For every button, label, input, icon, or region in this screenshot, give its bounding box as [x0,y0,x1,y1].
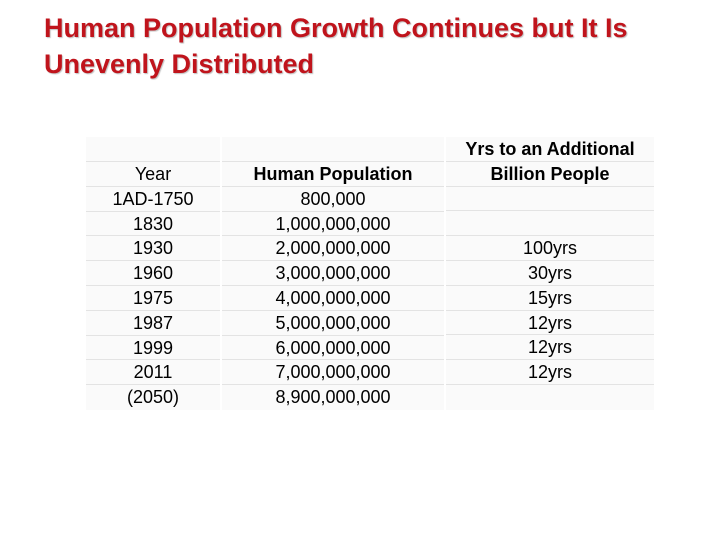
year-cell: 1AD-1750 [86,187,220,212]
year-cell: 1987 [86,311,220,336]
billion-years-cell: 12yrs [446,360,654,385]
population-cell: 800,000 [222,187,444,212]
billion-years-cell: 30yrs [446,261,654,286]
population-cell: 7,000,000,000 [222,360,444,386]
slide-title-line-1: Human Population Growth Continues but It… [44,13,628,43]
year-cell: 1930 [86,236,220,262]
population-cell: 1,000,000,000 [222,212,444,237]
population-cell: 2,000,000,000 [222,236,444,262]
billion-years-column: Yrs to an Additional Billion People 100y… [446,137,654,410]
population-column: Human Population 800,000 1,000,000,000 2… [222,137,444,410]
year-cell: 2011 [86,360,220,386]
billion-years-cell: 12yrs [446,311,654,336]
population-cell: 5,000,000,000 [222,311,444,336]
population-header: Human Population [222,162,444,187]
year-cell: 1999 [86,336,220,361]
year-column-top-spacer [86,137,220,162]
year-header: Year [86,162,220,187]
population-cell: 3,000,000,000 [222,261,444,286]
billion-years-cell: 12yrs [446,335,654,361]
billion-years-header-line-2: Billion People [446,162,654,187]
population-column-top-spacer [222,137,444,162]
population-cell: 6,000,000,000 [222,336,444,361]
year-cell: 1830 [86,212,220,237]
slide-title: Human Population Growth Continues but It… [44,10,684,82]
year-cell: (2050) [126,387,180,408]
billion-years-cell [446,187,654,212]
billion-years-cell: 100yrs [446,236,654,261]
billion-years-cell [446,385,654,410]
population-cell: 4,000,000,000 [222,286,444,311]
billion-years-header-line-1: Yrs to an Additional [446,137,654,162]
year-cell: 1975 [86,286,220,311]
billion-years-cell: 15yrs [446,286,654,311]
slide-title-line-2: Unevenly Distributed [44,49,315,79]
billion-years-cell [446,211,654,237]
year-cell: 1960 [86,261,220,286]
year-column: Year 1AD-1750 1830 1930 1960 1975 1987 1… [86,137,220,410]
population-cell: 8,900,000,000 [275,387,391,408]
